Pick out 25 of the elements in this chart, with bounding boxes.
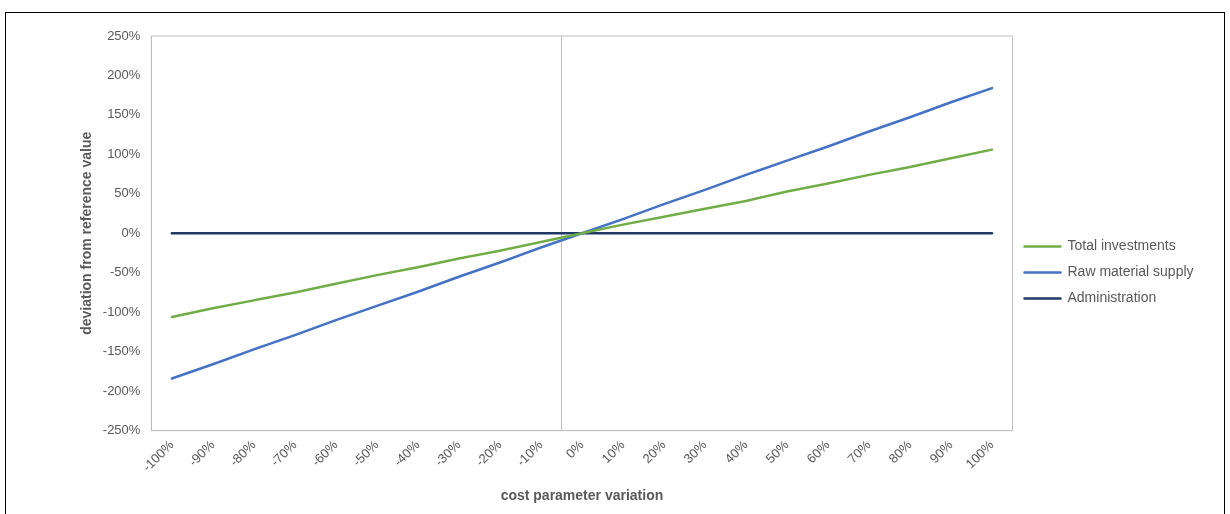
x-tick-label: 80% [885,436,915,467]
y-axis-title: deviation from reference value [78,131,95,335]
x-tick-label: 70% [844,436,874,467]
y-tick-label: -250% [102,422,141,438]
y-tick-label: 0% [121,224,141,240]
x-tick-label: 90% [926,436,956,467]
y-tick-label: -50% [110,264,141,280]
y-tick-label: 250% [107,27,141,43]
legend-label: Administration [1067,289,1157,306]
x-tick-label: 30% [680,436,710,467]
y-tick-label: 200% [107,67,141,83]
x-axis-title: cost parameter variation [500,487,664,504]
y-tick-label: 100% [107,145,141,161]
y-tick-label: 50% [114,185,141,201]
x-tick-label: 60% [803,436,833,467]
y-tick-label: -200% [102,382,141,398]
x-tick-label: 0% [562,436,587,462]
x-tick-label: 40% [721,436,751,467]
legend-label: Total investments [1067,237,1176,254]
y-tick-label: -100% [102,303,141,319]
legend-label: Raw material supply [1067,263,1194,280]
y-tick-label: 150% [107,106,141,122]
y-tick-label: -150% [102,343,141,359]
x-tick-label: 50% [762,436,792,467]
x-tick-label: 10% [598,436,628,467]
